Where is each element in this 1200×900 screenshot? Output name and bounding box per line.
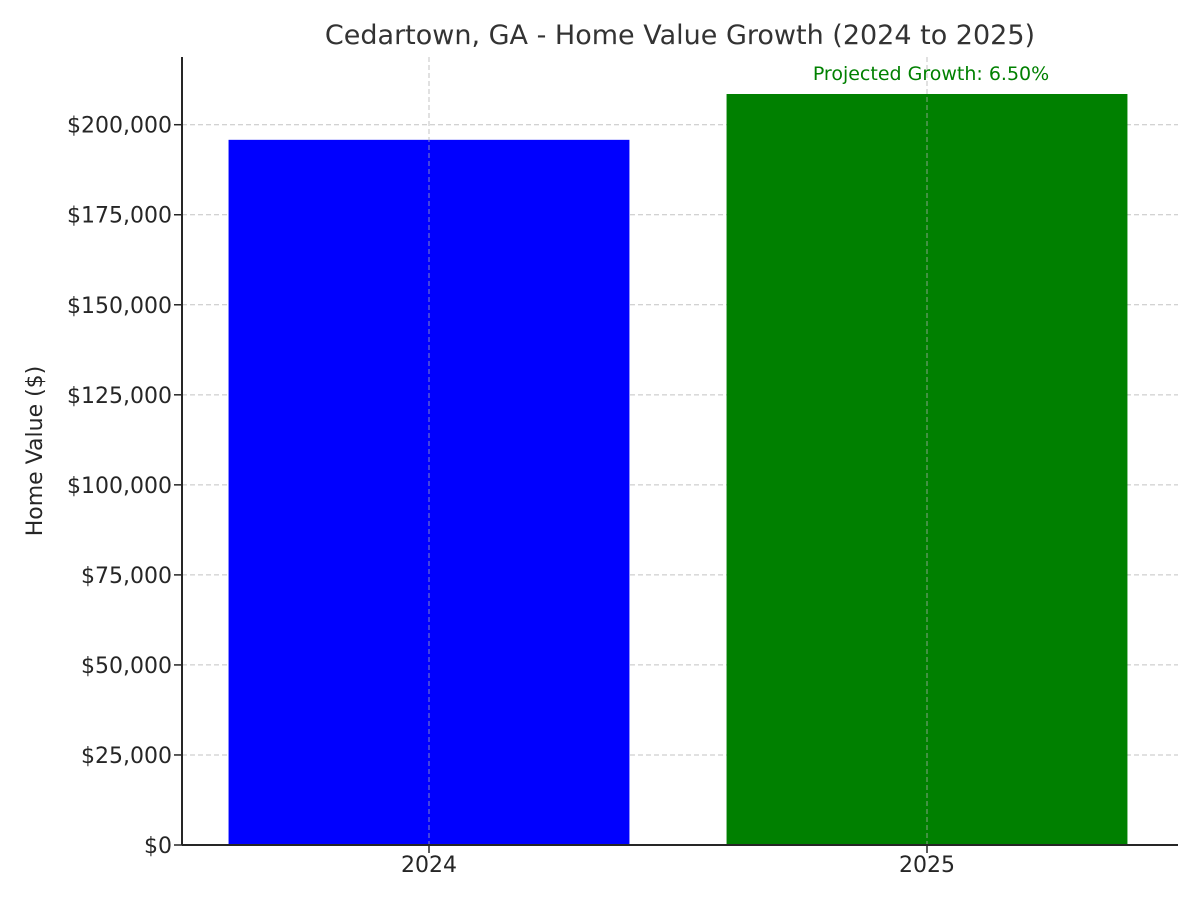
y-axis-label: Home Value ($) xyxy=(23,366,48,537)
y-tick-label: $0 xyxy=(144,834,172,859)
projected-growth-annotation: Projected Growth: 6.50% xyxy=(813,63,1049,85)
vertical-grid-layer xyxy=(428,57,928,845)
y-tick-label: $50,000 xyxy=(81,654,172,679)
y-tick-label: $200,000 xyxy=(67,114,172,139)
y-tick-label: $150,000 xyxy=(67,294,172,319)
y-tick-label: $100,000 xyxy=(67,474,172,499)
chart-title: Cedartown, GA - Home Value Growth (2024 … xyxy=(325,20,1035,51)
y-tick-label: $175,000 xyxy=(67,204,172,229)
y-tick-label: $25,000 xyxy=(81,744,172,769)
y-tick-label: $125,000 xyxy=(67,384,172,409)
y-tick-label: $75,000 xyxy=(81,564,172,589)
x-tick-label: 2024 xyxy=(401,853,457,878)
x-tick-label: 2025 xyxy=(899,853,955,878)
bar-layer xyxy=(228,93,1128,846)
tick-layer: $0 $25,000 $50,000 $75,000 $100,000 $125,000 $… xyxy=(67,114,955,878)
grid-layer xyxy=(182,124,1178,756)
